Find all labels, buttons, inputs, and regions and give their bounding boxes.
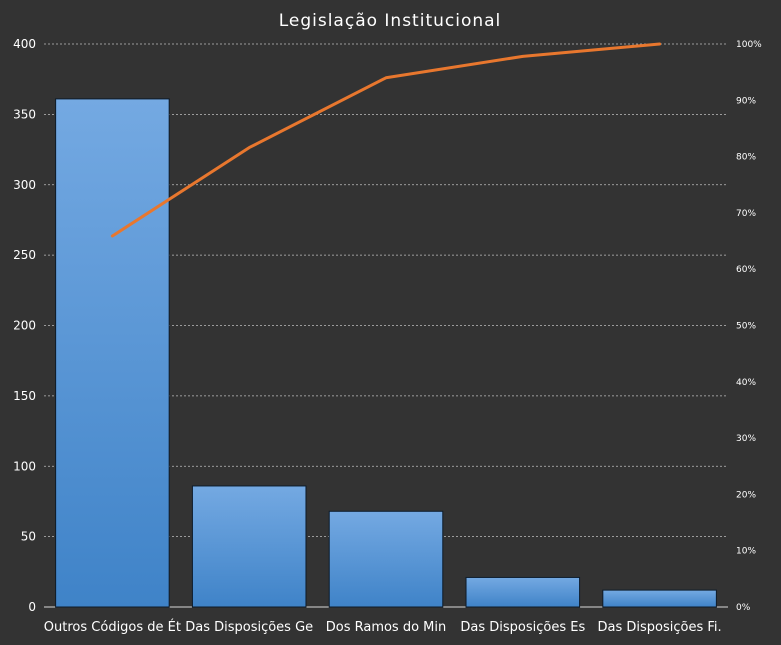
x-axis: Outros Códigos de Ét Das Disposições Ge Do… <box>44 619 722 635</box>
y2-tick-label: 10% <box>736 547 756 557</box>
y2-tick-label: 50% <box>736 322 756 332</box>
y-tick-label: 50 <box>21 530 36 544</box>
bar <box>191 485 307 608</box>
y-axis-left: 0 50 100 150 200 250 300 350 400 <box>13 37 36 614</box>
y2-tick-label: 60% <box>736 265 756 275</box>
x-tick-label: Das Disposições Ge <box>185 620 313 635</box>
y2-tick-label: 100% <box>736 40 762 50</box>
x-tick-label: Das Disposições Fi. <box>598 620 722 635</box>
y-tick-label: 100 <box>13 459 36 473</box>
bar-series <box>55 98 717 608</box>
y-tick-label: 200 <box>13 319 36 333</box>
y2-tick-label: 70% <box>736 209 756 219</box>
y-tick-label: 400 <box>13 37 36 51</box>
y2-tick-label: 80% <box>736 153 756 163</box>
y-tick-label: 150 <box>13 389 36 403</box>
bar <box>465 576 581 608</box>
x-tick-label: Das Disposições Es <box>460 620 585 635</box>
y2-tick-label: 0% <box>736 603 751 613</box>
bar <box>602 589 717 608</box>
y-tick-label: 0 <box>28 600 36 614</box>
y-axis-right: 0% 10% 20% 30% 40% 50% 60% 70% 80% 90% 100% <box>736 40 762 613</box>
chart-title: Legislação Institucional <box>279 11 502 31</box>
y-tick-label: 350 <box>13 107 36 121</box>
y2-tick-label: 30% <box>736 434 756 444</box>
y-tick-label: 250 <box>13 248 36 262</box>
x-tick-label: Outros Códigos de Ét <box>44 619 181 635</box>
y2-tick-label: 90% <box>736 96 756 106</box>
bar <box>55 98 170 608</box>
cumulative-line <box>110 42 662 238</box>
bar <box>328 510 444 608</box>
y2-tick-label: 40% <box>736 378 756 388</box>
y-tick-label: 300 <box>13 178 36 192</box>
cumulative-line-series <box>110 42 662 238</box>
x-tick-label: Dos Ramos do Min <box>326 620 447 635</box>
y2-tick-label: 20% <box>736 490 756 500</box>
